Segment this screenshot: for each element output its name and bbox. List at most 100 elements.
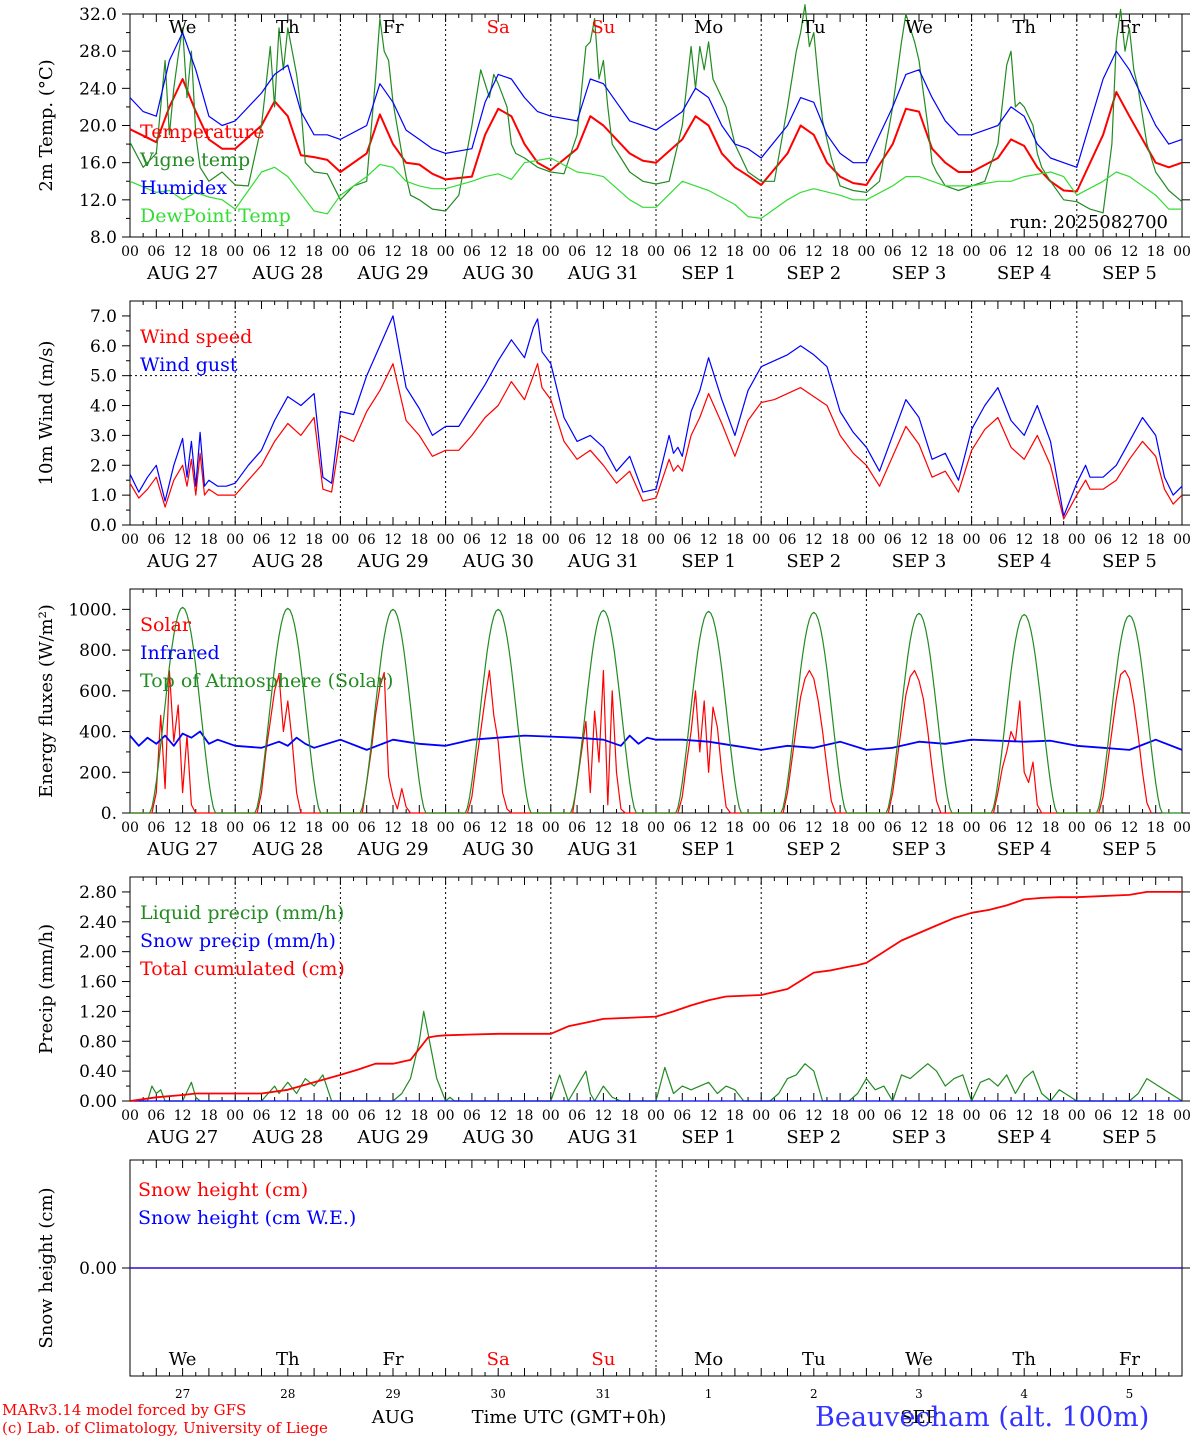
- x-hour-label: 06: [673, 532, 691, 548]
- x-hour-label: 06: [779, 532, 797, 548]
- x-hour-label: 12: [1120, 532, 1138, 548]
- x-date-label: AUG 28: [251, 839, 323, 860]
- y-tick-label: 2.80: [79, 883, 117, 903]
- x-hour-label: 00: [1173, 1108, 1191, 1124]
- x-date-label: SEP 5: [1102, 839, 1157, 860]
- weekday-label-bottom: Th: [1012, 1349, 1036, 1370]
- x-hour-label: 12: [489, 244, 507, 260]
- day-number-label: 31: [596, 1387, 611, 1401]
- x-hour-label: 18: [1042, 820, 1060, 836]
- x-hour-label: 00: [331, 820, 349, 836]
- series-line-humidex: [129, 32, 1183, 168]
- y-axis-label: 10m Wind (m/s): [36, 341, 57, 486]
- x-hour-label: 12: [594, 532, 612, 548]
- x-hour-label: 18: [305, 1108, 323, 1124]
- x-hour-label: 06: [358, 244, 376, 260]
- x-hour-label: 18: [936, 1108, 954, 1124]
- x-hour-label: 00: [437, 1108, 455, 1124]
- x-date-label: SEP 1: [681, 263, 736, 284]
- x-hour-label: 18: [936, 532, 954, 548]
- x-hour-label: 00: [437, 820, 455, 836]
- legend-entry: Solar: [140, 614, 192, 636]
- x-hour-label: 18: [305, 532, 323, 548]
- x-hour-label: 18: [621, 1108, 639, 1124]
- x-hour-label: 18: [831, 1108, 849, 1124]
- legend-entry: Infrared: [140, 642, 220, 664]
- series-line-vigne-temp: [129, 4, 1183, 214]
- x-hour-label: 06: [253, 532, 271, 548]
- series-line-top-of-atmosphere-solar-: [130, 606, 1182, 814]
- x-hour-label: 12: [805, 820, 823, 836]
- weekday-label: We: [905, 17, 933, 38]
- day-number-label: 2: [810, 1387, 818, 1401]
- x-hour-label: 18: [200, 1108, 218, 1124]
- chart-panel-wind: 0.0 1.0 2.0 3.0 4.0 5.0 6.0 7.0 10m Wind (m/s) Wi…: [36, 300, 1191, 572]
- station-name: Beauvecham (alt. 100m): [815, 1402, 1150, 1433]
- x-hour-label: 06: [147, 244, 165, 260]
- y-tick-label: 2.00: [79, 943, 117, 963]
- x-hour-label: 12: [1120, 1108, 1138, 1124]
- legend-entry: DewPoint Temp: [140, 205, 291, 227]
- x-date-label: AUG 31: [567, 263, 639, 284]
- x-hour-label: 00: [542, 820, 560, 836]
- x-hour-label: 18: [1042, 1108, 1060, 1124]
- x-hour-label: 06: [463, 244, 481, 260]
- y-tick-label: 28.0: [79, 42, 117, 62]
- x-date-label: AUG 31: [567, 1127, 639, 1148]
- weekday-label-bottom: Fr: [1119, 1349, 1140, 1370]
- month-label: AUG: [371, 1407, 415, 1428]
- x-hour-label: 00: [226, 1108, 244, 1124]
- x-hour-label: 18: [726, 1108, 744, 1124]
- weekday-label-bottom: Fr: [382, 1349, 403, 1370]
- legend-entry: Temperature: [140, 121, 264, 143]
- x-hour-label: 06: [147, 532, 165, 548]
- day-number-label: 1: [705, 1387, 713, 1401]
- y-tick-label: 0.40: [79, 1062, 117, 1082]
- x-hour-label: 06: [884, 820, 902, 836]
- x-hour-label: 18: [516, 532, 534, 548]
- x-hour-label: 00: [121, 532, 139, 548]
- x-hour-label: 18: [410, 244, 428, 260]
- y-tick-label: 2.40: [79, 913, 117, 933]
- x-date-label: AUG 28: [251, 551, 323, 572]
- x-date-label: AUG 30: [462, 1127, 534, 1148]
- x-hour-label: 06: [1094, 532, 1112, 548]
- x-hour-label: 00: [752, 1108, 770, 1124]
- y-axis-label: Snow height (cm): [36, 1187, 57, 1348]
- x-hour-label: 18: [410, 1108, 428, 1124]
- x-hour-label: 06: [568, 1108, 586, 1124]
- x-hour-label: 12: [1015, 244, 1033, 260]
- y-tick-label: 1000.: [68, 600, 117, 620]
- series-line-infrared: [129, 730, 1183, 751]
- x-hour-label: 12: [1015, 1108, 1033, 1124]
- x-hour-label: 12: [489, 532, 507, 548]
- weekday-label-bottom: Sa: [487, 1349, 510, 1370]
- x-hour-label: 00: [226, 244, 244, 260]
- x-hour-label: 12: [594, 244, 612, 260]
- x-hour-label: 18: [831, 820, 849, 836]
- x-hour-label: 00: [752, 532, 770, 548]
- day-number-label: 30: [491, 1387, 506, 1401]
- legend-entry: Wind gust: [140, 354, 238, 376]
- x-hour-label: 12: [279, 1108, 297, 1124]
- x-hour-label: 12: [279, 532, 297, 548]
- x-date-label: SEP 2: [786, 551, 841, 572]
- x-hour-label: 12: [1120, 244, 1138, 260]
- day-number-label: 29: [385, 1387, 400, 1401]
- y-tick-label: 0.80: [79, 1032, 117, 1052]
- x-hour-label: 06: [884, 244, 902, 260]
- x-date-label: AUG 29: [356, 1127, 428, 1148]
- x-hour-label: 06: [568, 532, 586, 548]
- x-hour-label: 00: [542, 244, 560, 260]
- legend-entry: Humidex: [140, 177, 227, 199]
- x-hour-label: 12: [700, 820, 718, 836]
- x-date-label: AUG 31: [567, 551, 639, 572]
- x-hour-label: 00: [121, 820, 139, 836]
- x-hour-label: 12: [489, 1108, 507, 1124]
- x-hour-label: 18: [831, 532, 849, 548]
- y-tick-label: 8.0: [90, 228, 117, 248]
- weekday-label: Fr: [1119, 17, 1140, 38]
- x-hour-label: 06: [1094, 244, 1112, 260]
- x-hour-label: 12: [700, 1108, 718, 1124]
- chart-panel-temperature: 8.0 12.0 16.0 20.0 24.0 28.0 32.0 2m Temp. (°C)…: [36, 4, 1191, 284]
